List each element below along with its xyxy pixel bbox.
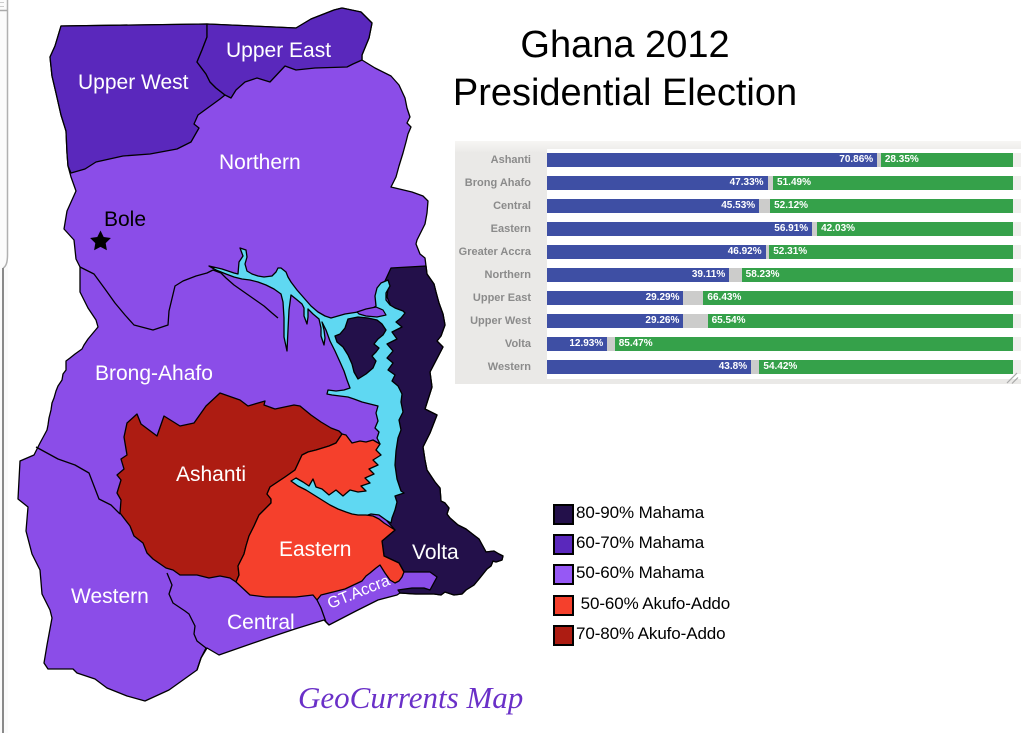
svg-text:Western: Western [71, 585, 149, 608]
svg-text:Upper East: Upper East [226, 39, 331, 62]
svg-text:Bole: Bole [104, 208, 146, 231]
svg-text:Ashanti: Ashanti [176, 463, 246, 486]
svg-text:Brong-Ahafo: Brong-Ahafo [95, 362, 213, 385]
svg-text:Upper West: Upper West [78, 71, 189, 94]
svg-text:Eastern: Eastern [279, 538, 351, 561]
svg-text:Central: Central [227, 611, 295, 634]
svg-text:Volta: Volta [412, 541, 459, 564]
svg-text:Northern: Northern [219, 151, 301, 174]
